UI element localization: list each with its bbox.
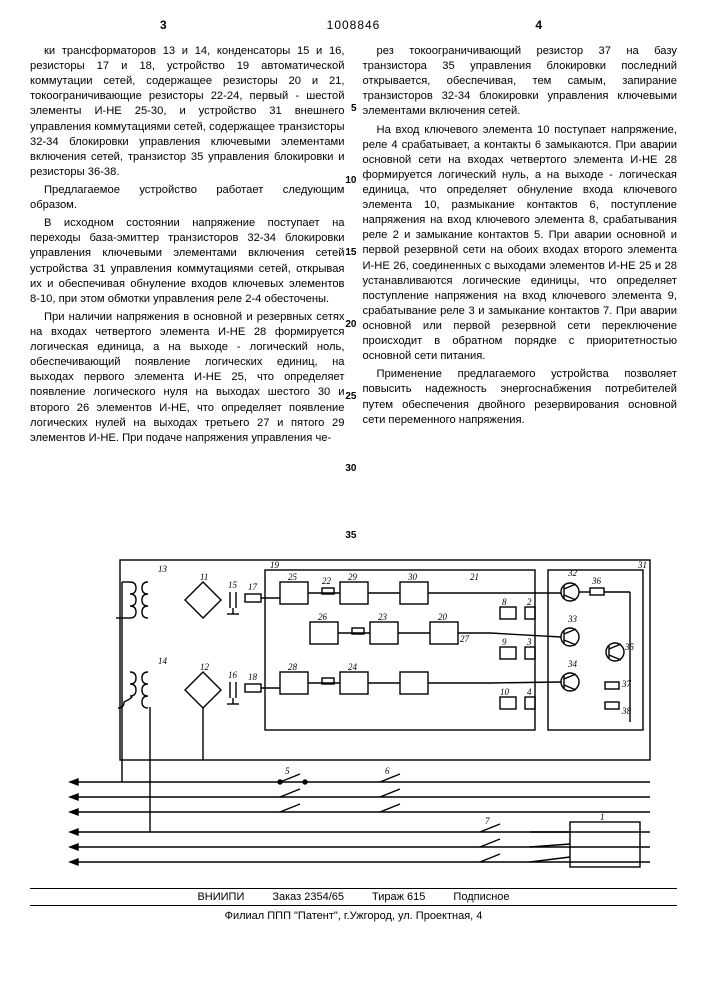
text-columns: ки трансформаторов 13 и 14, конденсаторы…	[30, 44, 677, 544]
footer: ВНИИПИ Заказ 2354/65 Тираж 615 Подписное…	[30, 888, 677, 922]
paragraph: ки трансформаторов 13 и 14, конденсаторы…	[30, 44, 345, 180]
svg-text:34: 34	[567, 659, 578, 669]
svg-text:19: 19	[270, 560, 280, 570]
line-marker: 30	[345, 462, 356, 476]
footer-top-line: ВНИИПИ Заказ 2354/65 Тираж 615 Подписное	[30, 888, 677, 906]
footer-branch: Филиал ППП "Патент", г.Ужгород, ул. Прое…	[30, 906, 677, 922]
document-number: 1008846	[327, 18, 381, 32]
svg-text:38: 38	[621, 706, 632, 716]
svg-text:1: 1	[600, 812, 605, 822]
svg-text:8: 8	[502, 597, 507, 607]
svg-text:30: 30	[407, 572, 418, 582]
header-row: 3 1008846 4	[30, 18, 677, 38]
svg-text:12: 12	[200, 662, 210, 672]
paragraph: Применение предлагаемого устройства позв…	[363, 367, 678, 427]
svg-text:5: 5	[285, 766, 290, 776]
line-marker: 15	[345, 246, 356, 260]
svg-text:27: 27	[460, 634, 470, 644]
svg-text:36: 36	[591, 576, 602, 586]
page-number-left: 3	[160, 18, 167, 32]
svg-text:15: 15	[228, 580, 238, 590]
svg-text:33: 33	[567, 614, 578, 624]
page-number-right: 4	[535, 18, 542, 32]
footer-org: ВНИИПИ	[197, 891, 244, 903]
svg-text:20: 20	[438, 612, 448, 622]
footer-sign: Подписное	[453, 891, 509, 903]
svg-text:32: 32	[567, 568, 578, 578]
paragraph: При наличии напряжения в основной и резе…	[30, 310, 345, 446]
svg-text:23: 23	[378, 612, 388, 622]
line-marker: 10	[345, 174, 356, 188]
svg-text:2: 2	[527, 597, 532, 607]
footer-tirage: Тираж 615	[372, 891, 425, 903]
svg-text:9: 9	[502, 637, 507, 647]
svg-text:37: 37	[621, 679, 632, 689]
svg-text:25: 25	[288, 572, 298, 582]
paragraph: В исходном состоянии напряжение поступае…	[30, 216, 345, 307]
svg-text:31: 31	[637, 560, 647, 570]
svg-text:17: 17	[248, 582, 258, 592]
svg-text:13: 13	[158, 564, 168, 574]
page: 3 1008846 4 ки трансформаторов 13 и 14, …	[0, 0, 707, 1000]
line-marker: 20	[345, 318, 356, 332]
svg-text:4: 4	[527, 687, 532, 697]
line-marker: 25	[345, 390, 356, 404]
svg-text:11: 11	[200, 572, 208, 582]
svg-text:3: 3	[526, 637, 532, 647]
paragraph: рез токоограничивающий резистор 37 на ба…	[363, 44, 678, 120]
left-column: ки трансформаторов 13 и 14, конденсаторы…	[30, 44, 345, 544]
paragraph: Предлагаемое устройство работает следующ…	[30, 183, 345, 213]
svg-text:10: 10	[500, 687, 510, 697]
svg-text:7: 7	[485, 816, 490, 826]
svg-text:28: 28	[288, 662, 298, 672]
footer-order: Заказ 2354/65	[272, 891, 344, 903]
svg-text:21: 21	[470, 572, 479, 582]
svg-text:16: 16	[228, 670, 238, 680]
svg-text:18: 18	[248, 672, 258, 682]
right-column: рез токоограничивающий резистор 37 на ба…	[363, 44, 678, 544]
line-marker: 35	[345, 529, 356, 543]
paragraph: На вход ключевого элемента 10 поступает …	[363, 123, 678, 365]
circuit-svg: 13 15 17 11 19 25 22 29 30 21 26 23 20 2…	[30, 552, 677, 882]
svg-text:26: 26	[318, 612, 328, 622]
svg-text:35: 35	[624, 642, 635, 652]
line-marker: 5	[351, 102, 357, 116]
svg-text:6: 6	[385, 766, 390, 776]
svg-text:14: 14	[158, 656, 168, 666]
svg-text:24: 24	[348, 662, 358, 672]
circuit-diagram: 13 15 17 11 19 25 22 29 30 21 26 23 20 2…	[30, 552, 677, 882]
svg-text:29: 29	[348, 572, 358, 582]
svg-text:22: 22	[322, 576, 332, 586]
